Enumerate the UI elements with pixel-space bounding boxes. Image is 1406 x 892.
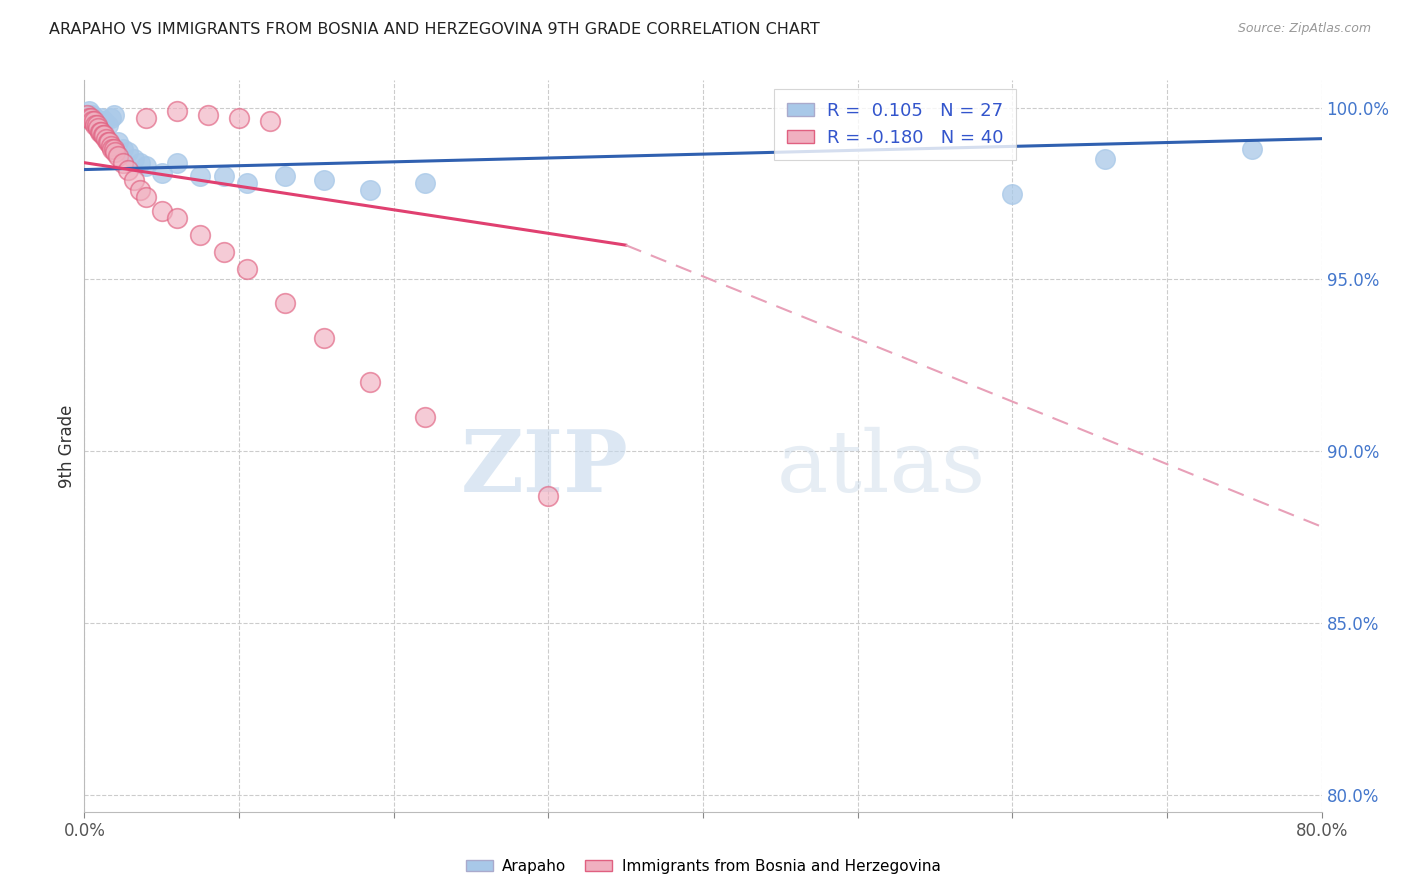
Point [135, 111, 157, 125]
Point [135, 190, 157, 204]
Point [212, 169, 235, 184]
Point [87, 121, 110, 136]
Point [314, 331, 336, 345]
Point [1001, 186, 1024, 201]
Point [212, 244, 235, 259]
Point [93, 128, 115, 143]
Text: ZIP: ZIP [461, 426, 628, 510]
Point [188, 227, 212, 242]
Point [89, 125, 111, 139]
Point [97, 118, 120, 132]
Point [129, 155, 152, 169]
Legend: Arapaho, Immigrants from Bosnia and Herzegovina: Arapaho, Immigrants from Bosnia and Herz… [460, 853, 946, 880]
Point [117, 162, 139, 177]
Text: Source: ZipAtlas.com: Source: ZipAtlas.com [1237, 22, 1371, 36]
Point [94, 131, 117, 145]
Point [236, 176, 259, 190]
Point [82, 107, 104, 121]
Point [150, 203, 173, 218]
Point [197, 107, 219, 121]
Point [129, 183, 152, 197]
Point [86, 118, 108, 132]
Point [112, 142, 135, 156]
Point [91, 128, 114, 143]
Point [90, 111, 112, 125]
Point [83, 114, 105, 128]
Point [103, 107, 125, 121]
Point [413, 409, 436, 424]
Text: ARAPAHO VS IMMIGRANTS FROM BOSNIA AND HERZEGOVINA 9TH GRADE CORRELATION CHART: ARAPAHO VS IMMIGRANTS FROM BOSNIA AND HE… [49, 22, 820, 37]
Point [79, 111, 101, 125]
Point [166, 104, 188, 119]
Point [150, 166, 173, 180]
Point [77, 111, 100, 125]
Point [166, 211, 188, 225]
Point [274, 296, 297, 310]
Point [537, 489, 560, 503]
Point [360, 376, 382, 390]
Point [90, 125, 112, 139]
Point [93, 114, 115, 128]
Point [82, 114, 104, 128]
Point [1094, 153, 1116, 167]
Point [274, 169, 297, 184]
Point [360, 183, 382, 197]
Point [97, 135, 120, 149]
Point [100, 138, 122, 153]
Point [87, 114, 110, 128]
Point [259, 114, 281, 128]
Point [107, 149, 129, 163]
Text: atlas: atlas [778, 426, 987, 509]
Point [236, 262, 259, 277]
Point [84, 111, 107, 125]
Point [107, 135, 129, 149]
Point [76, 107, 98, 121]
Point [135, 159, 157, 173]
Point [413, 176, 436, 190]
Point [314, 173, 336, 187]
Point [101, 142, 124, 156]
Point [104, 145, 127, 160]
Point [122, 153, 145, 167]
Point [1241, 142, 1264, 156]
Point [117, 145, 139, 160]
Point [100, 111, 122, 125]
Point [103, 142, 125, 156]
Legend: R =  0.105   N = 27, R = -0.180   N = 40: R = 0.105 N = 27, R = -0.180 N = 40 [775, 89, 1015, 160]
Point [166, 155, 188, 169]
Point [122, 173, 145, 187]
Point [228, 111, 250, 125]
Point [84, 118, 107, 132]
Y-axis label: 9th Grade: 9th Grade [58, 404, 76, 488]
Point [98, 135, 121, 149]
Point [188, 169, 212, 184]
Point [112, 155, 135, 169]
Point [77, 104, 100, 119]
